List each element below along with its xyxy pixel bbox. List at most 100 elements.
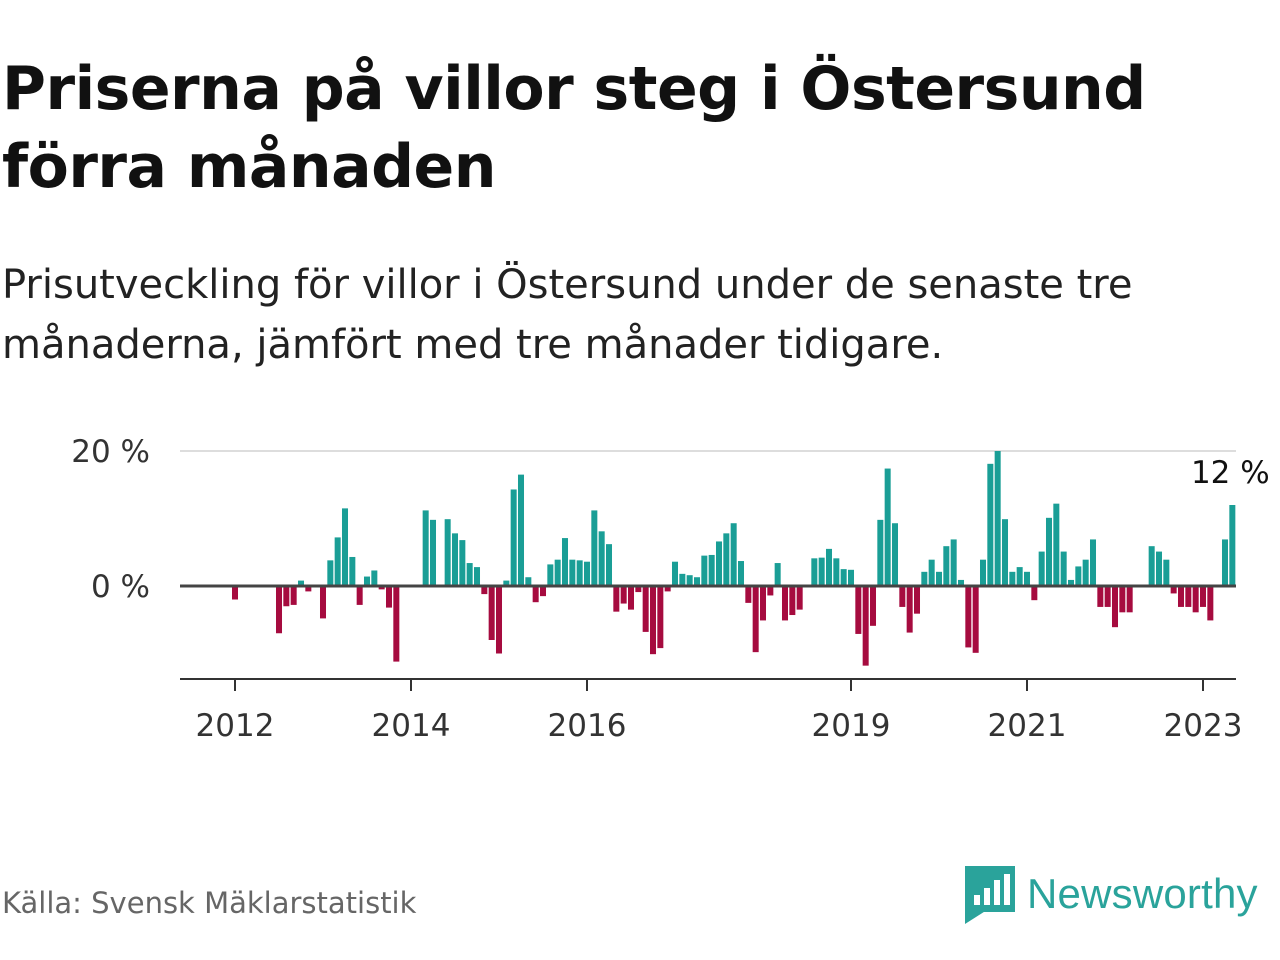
bar — [525, 577, 532, 586]
bar — [723, 533, 730, 586]
bar — [649, 586, 657, 655]
bar — [393, 586, 400, 662]
bar — [503, 580, 510, 586]
bar — [305, 586, 312, 592]
bar — [891, 523, 899, 586]
x-tick-label: 2012 — [196, 708, 275, 744]
bar — [283, 586, 290, 607]
brand-name: Newsworthy — [1027, 870, 1258, 917]
bar — [1163, 559, 1170, 586]
bar — [1060, 551, 1067, 586]
bar — [297, 580, 305, 586]
bar — [679, 573, 686, 586]
bar — [481, 586, 488, 595]
bar — [877, 519, 884, 586]
bar — [363, 576, 371, 586]
bar — [356, 586, 363, 605]
bar — [899, 586, 906, 607]
bar — [1155, 551, 1163, 586]
bar — [708, 554, 715, 586]
bar — [466, 563, 473, 586]
bar — [935, 571, 943, 586]
y-tick-label: 0 % — [91, 569, 150, 605]
bar — [869, 586, 877, 626]
bar — [811, 558, 818, 586]
chart-title: Priserna på villor steg i Östersund förr… — [2, 54, 1146, 202]
bar — [231, 586, 239, 600]
bar — [349, 556, 356, 586]
bar — [767, 586, 774, 596]
bar — [459, 540, 466, 586]
brand-logo[interactable]: Newsworthy — [965, 864, 1258, 924]
bar — [1089, 539, 1097, 586]
bar — [972, 586, 979, 653]
bar — [620, 586, 627, 604]
bar — [928, 559, 935, 586]
bar — [979, 559, 987, 586]
bar — [957, 579, 965, 586]
bar — [657, 586, 664, 649]
x-tick-label: 2023 — [1164, 708, 1243, 744]
bar — [341, 508, 349, 586]
bar — [378, 586, 385, 590]
bar — [495, 586, 503, 654]
bar — [275, 586, 283, 634]
bar — [1126, 586, 1133, 613]
bar — [1053, 503, 1060, 586]
bar — [1097, 586, 1104, 607]
bar — [488, 586, 495, 640]
bar — [576, 560, 583, 586]
newsworthy-logo-icon — [965, 866, 1015, 924]
bar — [965, 586, 972, 648]
x-tick-label: 2016 — [548, 708, 627, 744]
bar — [774, 563, 781, 586]
bar — [862, 586, 869, 666]
bar — [1119, 586, 1126, 613]
bar — [1185, 586, 1192, 607]
bar — [451, 533, 459, 586]
bar-chart: 0 % 20 % 2012 2014 2016 2019 2021 2023 12 % — [71, 434, 1270, 744]
bar — [561, 538, 569, 586]
bar — [950, 539, 957, 586]
bar — [730, 523, 737, 586]
bar — [613, 586, 620, 612]
bar — [1199, 586, 1207, 607]
bar — [789, 586, 796, 616]
bar — [1082, 559, 1089, 586]
bar — [1170, 586, 1177, 594]
bar — [781, 586, 789, 621]
bar — [796, 586, 803, 610]
bar — [532, 586, 539, 603]
bar — [327, 560, 334, 586]
bar — [1023, 571, 1031, 586]
bar — [1177, 586, 1185, 607]
bar — [605, 544, 613, 586]
bar — [715, 541, 723, 586]
bar — [745, 586, 752, 603]
bar — [671, 561, 679, 586]
bar — [319, 586, 327, 619]
bar — [1221, 539, 1229, 586]
bar — [1207, 586, 1214, 621]
bar — [693, 577, 701, 586]
bar — [1148, 546, 1155, 586]
bar — [884, 468, 891, 586]
bar — [635, 586, 642, 593]
bar — [627, 586, 635, 610]
bar — [664, 586, 671, 592]
bar — [473, 567, 481, 586]
bar — [1192, 586, 1199, 613]
bar — [385, 586, 393, 608]
bar — [701, 555, 708, 586]
bar — [737, 561, 745, 586]
bar — [759, 586, 767, 621]
bar — [1009, 571, 1016, 586]
bar — [422, 510, 429, 586]
bar — [583, 561, 591, 586]
bar — [686, 575, 693, 586]
bar — [1045, 517, 1053, 586]
bar — [847, 569, 855, 586]
last-value-label: 12 % — [1191, 455, 1270, 491]
bar — [1111, 586, 1119, 628]
x-tick-label: 2014 — [372, 708, 451, 744]
